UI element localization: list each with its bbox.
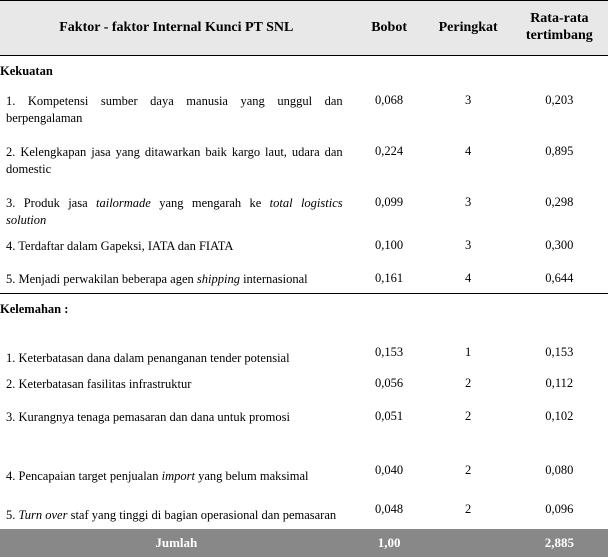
factor-cell: 3. Produk jasa tailormade yang mengarah … [0, 191, 353, 234]
header-bobot: Bobot [353, 1, 426, 56]
total-rata: 2,885 [511, 529, 608, 557]
header-rata-rata: Rata-rata tertimbang [511, 1, 608, 56]
factor-cell: 2. Kelengkapan jasa yang ditawarkan baik… [0, 140, 353, 183]
rata-cell: 0,895 [511, 140, 608, 183]
section-kelemahan-label: Kelemahan : [0, 294, 608, 327]
internal-factors-table: Faktor - faktor Internal Kunci PT SNL Bo… [0, 0, 608, 557]
rank-cell: 2 [426, 372, 511, 398]
rata-cell: 0,096 [511, 498, 608, 521]
bobot-cell: 0,224 [353, 140, 426, 183]
bobot-cell: 0,161 [353, 267, 426, 293]
section-kelemahan: Kelemahan : [0, 294, 608, 327]
table-row: 5. Menjadi perwakilan beberapa agen ship… [0, 267, 608, 293]
factor-cell: 3. Kurangnya tenaga pemasaran dan dana u… [0, 405, 353, 431]
rank-cell: 1 [426, 327, 511, 364]
rank-cell: 2 [426, 459, 511, 482]
bobot-cell: 0,051 [353, 405, 426, 431]
table-row: 3. Kurangnya tenaga pemasaran dan dana u… [0, 405, 608, 431]
factor-cell: 2. Keterbatasan fasilitas infrastruktur [0, 372, 353, 398]
rank-cell: 4 [426, 267, 511, 293]
total-bobot: 1,00 [353, 529, 426, 557]
table-row: 4. Pencapaian target penjualan import ya… [0, 459, 608, 482]
total-label: Jumlah [0, 529, 353, 557]
rata-cell: 0,298 [511, 191, 608, 223]
factor-cell: 4. Pencapaian target penjualan import ya… [0, 459, 353, 490]
factor-cell: 4. Terdaftar dalam Gapeksi, IATA dan FIA… [0, 234, 353, 260]
rata-cell: 0,203 [511, 89, 608, 132]
rank-cell: 3 [426, 191, 511, 223]
rank-cell: 4 [426, 140, 511, 183]
bobot-cell: 0,056 [353, 372, 426, 398]
rata-cell: 0,112 [511, 372, 608, 398]
rank-cell: 3 [426, 234, 511, 260]
factor-cell: 1. Keterbatasan dana dalam penanganan te… [0, 327, 353, 372]
factor-cell: 5. Menjadi perwakilan beberapa agen ship… [0, 267, 353, 293]
rank-cell: 2 [426, 405, 511, 431]
rata-cell: 0,153 [511, 327, 608, 364]
table-row: 3. Produk jasa tailormade yang mengarah … [0, 191, 608, 223]
bobot-cell: 0,099 [353, 191, 426, 223]
rank-cell: 2 [426, 498, 511, 521]
table-row: 1. Kompetensi sumber daya manusia yang u… [0, 89, 608, 132]
table-row: 1. Keterbatasan dana dalam penanganan te… [0, 327, 608, 364]
rata-cell: 0,102 [511, 405, 608, 431]
total-peringkat [426, 529, 511, 557]
table-row: 2. Keterbatasan fasilitas infrastruktur … [0, 372, 608, 398]
header-peringkat: Peringkat [426, 1, 511, 56]
section-kekuatan: Kekuatan [0, 55, 608, 89]
bobot-cell: 0,048 [353, 498, 426, 521]
rata-cell: 0,300 [511, 234, 608, 260]
table-row: 2. Kelengkapan jasa yang ditawarkan baik… [0, 140, 608, 183]
factor-cell: 5. Turn over staf yang tinggi di bagian … [0, 498, 353, 529]
bobot-cell: 0,040 [353, 459, 426, 482]
table-row: 4. Terdaftar dalam Gapeksi, IATA dan FIA… [0, 234, 608, 260]
table-row: 5. Turn over staf yang tinggi di bagian … [0, 498, 608, 521]
rata-cell: 0,644 [511, 267, 608, 293]
section-kekuatan-label: Kekuatan [0, 55, 608, 89]
header-factor: Faktor - faktor Internal Kunci PT SNL [0, 1, 353, 56]
factor-cell: 1. Kompetensi sumber daya manusia yang u… [0, 89, 353, 132]
bobot-cell: 0,100 [353, 234, 426, 260]
bobot-cell: 0,068 [353, 89, 426, 132]
total-row: Jumlah 1,00 2,885 [0, 529, 608, 557]
header-row: Faktor - faktor Internal Kunci PT SNL Bo… [0, 1, 608, 56]
bobot-cell: 0,153 [353, 327, 426, 364]
rank-cell: 3 [426, 89, 511, 132]
rata-cell: 0,080 [511, 459, 608, 482]
